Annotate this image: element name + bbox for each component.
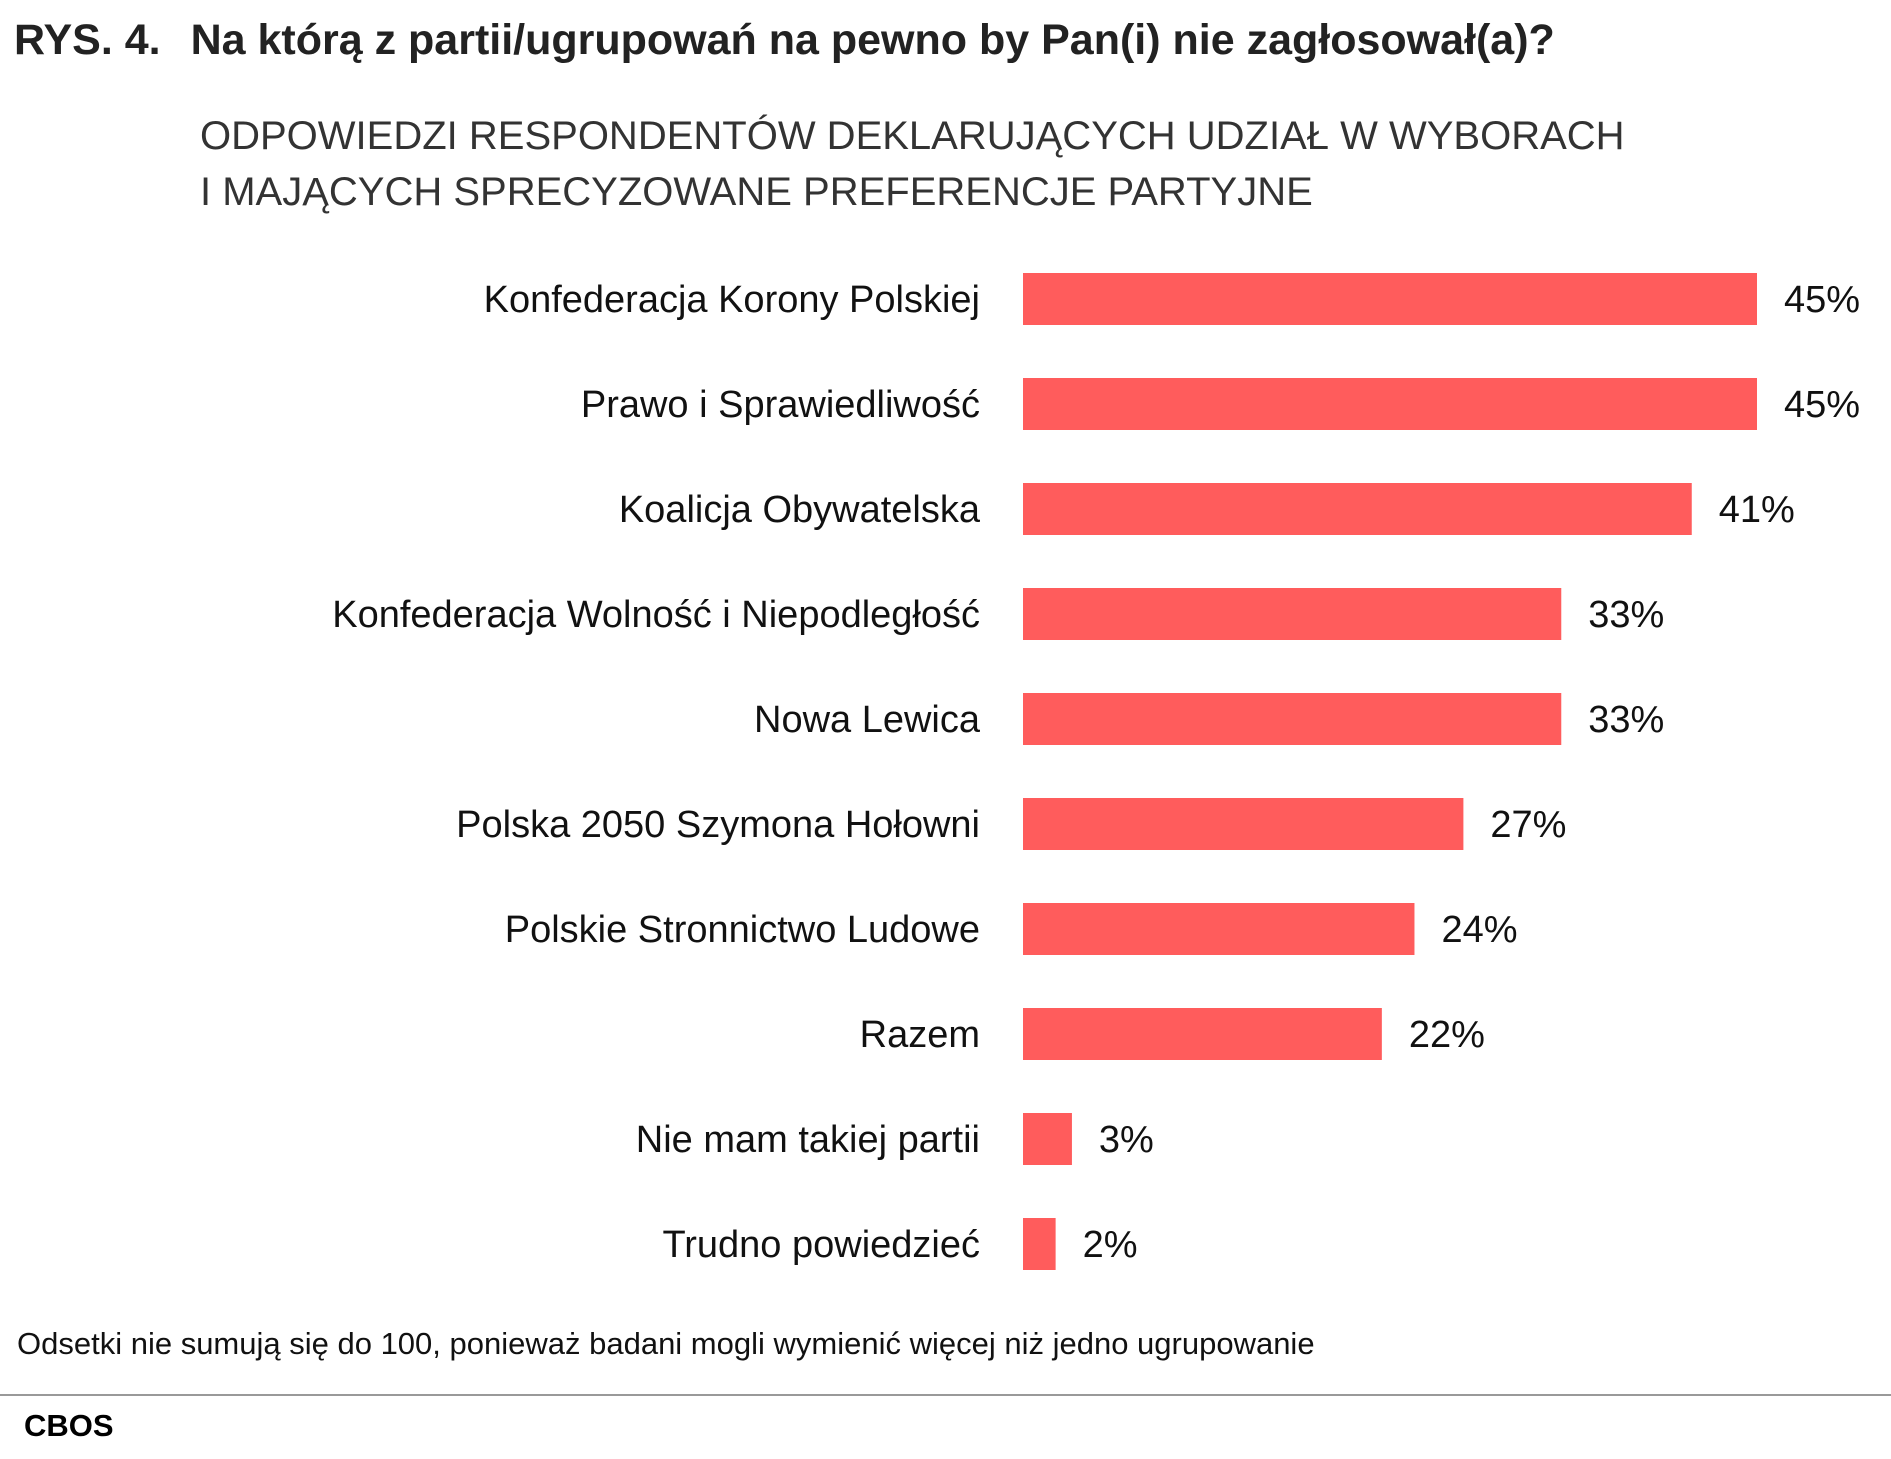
value-label: 41% — [1719, 489, 1795, 531]
bar — [1023, 693, 1562, 745]
value-label: 45% — [1784, 279, 1860, 321]
bar — [1023, 273, 1757, 325]
value-label: 24% — [1441, 909, 1517, 951]
divider — [0, 1394, 1891, 1396]
value-label: 33% — [1588, 699, 1664, 741]
bar — [1023, 1113, 1072, 1165]
value-label: 22% — [1409, 1014, 1485, 1056]
value-label: 45% — [1784, 384, 1860, 426]
value-label: 2% — [1083, 1224, 1138, 1266]
subtitle-line-1: ODPOWIEDZI RESPONDENTÓW DEKLARUJĄCYCH UD… — [200, 114, 1625, 158]
category-label: Konfederacja Korony Polskiej — [484, 279, 980, 321]
chart-title: RYS. 4. Na którą z partii/ugrupowań na pe… — [14, 16, 1555, 65]
category-label: Trudno powiedzieć — [662, 1224, 980, 1266]
chart-subtitle: ODPOWIEDZI RESPONDENTÓW DEKLARUJĄCYCH UD… — [200, 108, 1625, 220]
value-label: 3% — [1099, 1119, 1154, 1161]
bar — [1023, 588, 1562, 640]
bar-chart: Konfederacja Korony Polskiej 45% Prawo i S… — [332, 273, 1860, 1270]
category-label: Prawo i Sprawiedliwość — [581, 384, 980, 426]
bar — [1023, 903, 1415, 955]
category-label: Polska 2050 Szymona Hołowni — [456, 804, 980, 846]
figure-number: RYS. 4. — [14, 16, 161, 64]
value-label: 33% — [1588, 594, 1664, 636]
bar — [1023, 378, 1757, 430]
source-logo: CBOS — [24, 1408, 114, 1443]
category-label: Nie mam takiej partii — [636, 1119, 980, 1161]
subtitle-line-2: I MAJĄCYCH SPRECYZOWANE PREFERENCJE PART… — [200, 170, 1313, 214]
category-label: Polskie Stronnictwo Ludowe — [505, 909, 980, 951]
bar — [1023, 1008, 1382, 1060]
bar — [1023, 798, 1464, 850]
category-label: Konfederacja Wolność i Niepodległość — [332, 594, 980, 636]
category-label: Nowa Lewica — [754, 699, 981, 741]
title-text: Na którą z partii/ugrupowań na pewno by … — [190, 16, 1555, 64]
category-label: Razem — [860, 1014, 980, 1056]
bar — [1023, 483, 1692, 535]
category-label: Koalicja Obywatelska — [619, 489, 981, 531]
footnote: Odsetki nie sumują się do 100, ponieważ … — [17, 1326, 1315, 1361]
bar — [1023, 1218, 1056, 1270]
value-label: 27% — [1490, 804, 1566, 846]
